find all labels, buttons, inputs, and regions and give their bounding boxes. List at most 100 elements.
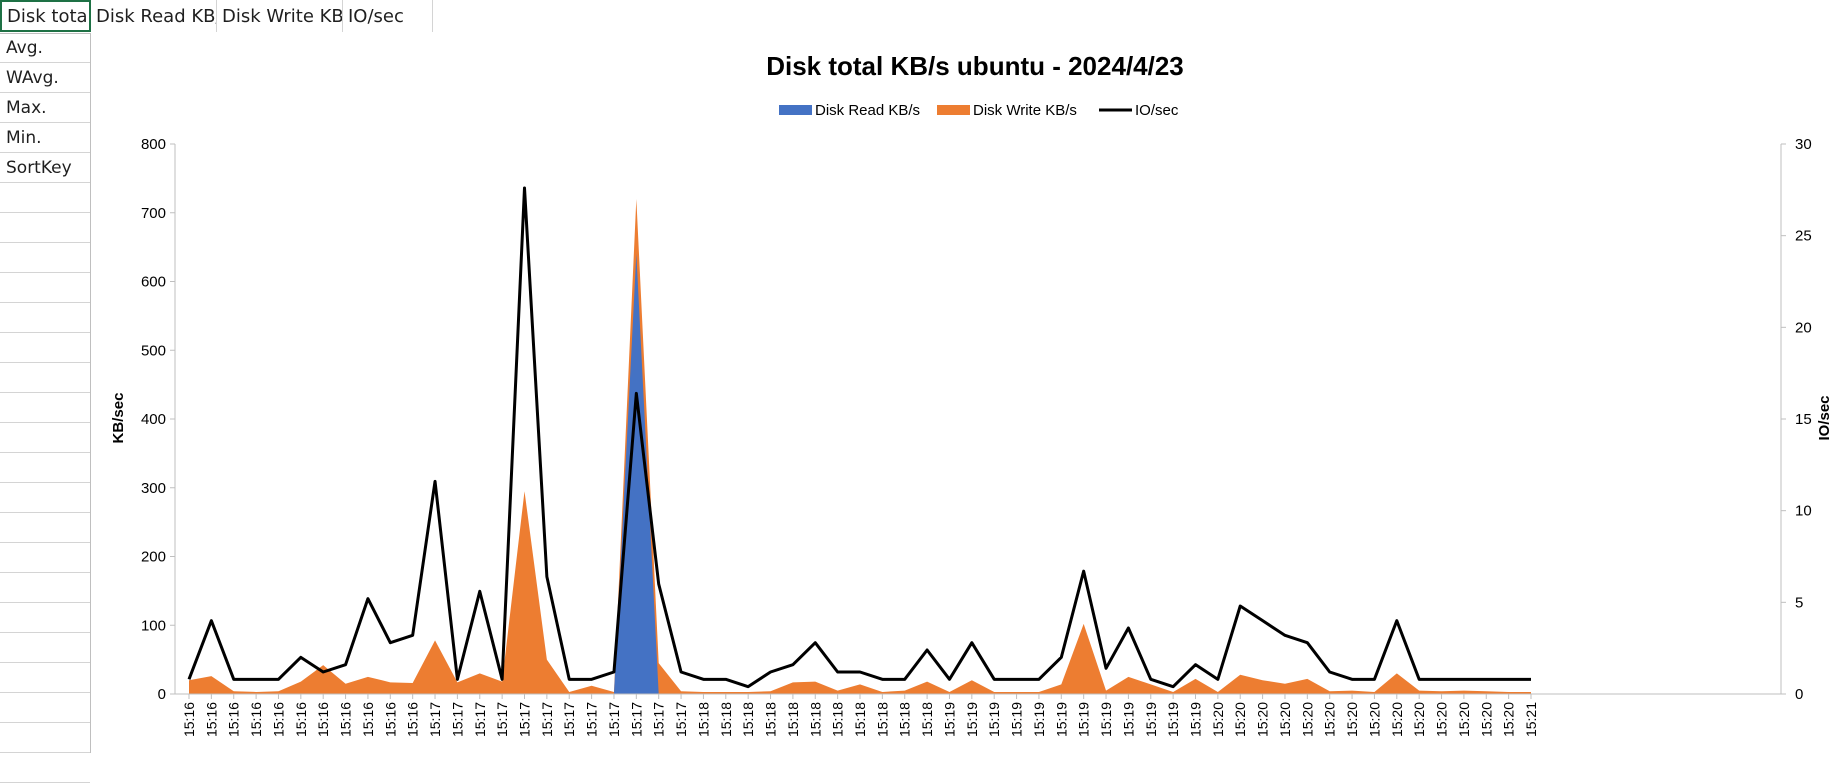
x-tick-label: 15:19: [1143, 702, 1159, 737]
x-tick-label: 15:20: [1232, 702, 1248, 737]
x-tick-label: 15:16: [382, 702, 398, 737]
y2-tick-label: 30: [1795, 136, 1812, 153]
x-tick-label: 15:18: [718, 702, 734, 737]
y2-tick-label: 20: [1795, 319, 1812, 336]
cell-disk-write[interactable]: Disk Write KB/: [217, 0, 343, 32]
row-label-sortkey[interactable]: SortKey: [0, 153, 90, 183]
empty-row-cell[interactable]: [0, 543, 90, 573]
x-tick-label: 15:18: [785, 702, 801, 737]
empty-row-cell[interactable]: [0, 363, 90, 393]
x-tick-label: 15:16: [405, 702, 421, 737]
y-tick-label: 800: [141, 136, 166, 153]
x-tick-label: 15:17: [651, 702, 667, 737]
x-tick-label: 15:20: [1299, 702, 1315, 737]
x-tick-label: 15:16: [293, 702, 309, 737]
y-axis-label: KB/sec: [110, 393, 127, 444]
y2-tick-label: 10: [1795, 503, 1812, 520]
x-tick-label: 15:19: [1076, 702, 1092, 737]
legend-label-read: Disk Read KB/s: [815, 102, 920, 119]
x-tick-label: 15:18: [852, 702, 868, 737]
cell-disk-total[interactable]: Disk total: [0, 0, 91, 32]
empty-row-cell[interactable]: [0, 723, 90, 753]
empty-row-cell[interactable]: [0, 333, 90, 363]
cell-io-sec[interactable]: IO/sec: [343, 0, 433, 32]
y2-tick-label: 5: [1795, 594, 1803, 611]
empty-row-cell[interactable]: [0, 663, 90, 693]
x-tick-label: 15:20: [1456, 702, 1472, 737]
empty-row-cell[interactable]: [0, 753, 90, 783]
x-tick-label: 15:19: [1009, 702, 1025, 737]
chart-title: Disk total KB/s ubuntu - 2024/4/23: [766, 51, 1184, 81]
x-tick-label: 15:19: [1031, 702, 1047, 737]
x-tick-label: 15:16: [181, 702, 197, 737]
x-tick-label: 15:20: [1322, 702, 1338, 737]
y-tick-label: 0: [158, 686, 166, 703]
x-tick-label: 15:19: [1053, 702, 1069, 737]
x-tick-label: 15:20: [1434, 702, 1450, 737]
chart-legend: Disk Read KB/s Disk Write KB/s IO/sec: [779, 102, 1179, 119]
legend-label-io: IO/sec: [1135, 102, 1179, 119]
x-tick-label: 15:17: [449, 702, 465, 737]
empty-row-cell[interactable]: [0, 513, 90, 543]
x-tick-label: 15:17: [427, 702, 443, 737]
x-tick-label: 15:16: [203, 702, 219, 737]
x-tick-label: 15:21: [1523, 702, 1539, 737]
empty-row-cell[interactable]: [0, 693, 90, 723]
empty-row-cell[interactable]: [0, 483, 90, 513]
x-tick-label: 15:16: [338, 702, 354, 737]
disk-total-chart: Disk total KB/s ubuntu - 2024/4/23 Disk …: [110, 51, 1833, 737]
empty-row-cell[interactable]: [0, 213, 90, 243]
legend-label-write: Disk Write KB/s: [973, 102, 1077, 119]
y2-tick-label: 15: [1795, 411, 1812, 428]
chart-area[interactable]: Disk total KB/s ubuntu - 2024/4/23 Disk …: [90, 33, 1848, 753]
x-tick-label: 15:18: [897, 702, 913, 737]
x-tick-label: 15:20: [1411, 702, 1427, 737]
x-tick-label: 15:18: [830, 702, 846, 737]
empty-row-cell[interactable]: [0, 393, 90, 423]
x-tick-label: 15:20: [1255, 702, 1271, 737]
x-tick-label: 15:16: [360, 702, 376, 737]
empty-row-cell[interactable]: [0, 183, 90, 213]
row-label-min[interactable]: Min.: [0, 123, 90, 153]
empty-row-cell[interactable]: [0, 453, 90, 483]
legend-swatch-read: [779, 105, 812, 115]
empty-row-cell[interactable]: [0, 273, 90, 303]
empty-row-cell[interactable]: [0, 603, 90, 633]
row-label-wavg[interactable]: WAvg.: [0, 63, 90, 93]
plot-area: 0 100 200 300 400 500 600 700 800 0 5 10 15 20 25 30 15:…: [141, 136, 1812, 737]
x-tick-label: 15:19: [941, 702, 957, 737]
x-tick-label: 15:17: [561, 702, 577, 737]
x-tick-label: 15:19: [1165, 702, 1181, 737]
empty-row-cell[interactable]: [0, 633, 90, 663]
x-tick-label: 15:20: [1478, 702, 1494, 737]
x-tick-label: 15:19: [964, 702, 980, 737]
x-tick-label: 15:16: [248, 702, 264, 737]
empty-row-cell[interactable]: [0, 243, 90, 273]
y-tick-label: 300: [141, 480, 166, 497]
x-tick-label: 15:18: [874, 702, 890, 737]
x-tick-label: 15:17: [494, 702, 510, 737]
x-tick-label: 15:18: [763, 702, 779, 737]
cell-disk-read[interactable]: Disk Read KB/: [91, 0, 217, 32]
series-area-disk-read: [189, 254, 1531, 694]
row-label-max[interactable]: Max.: [0, 93, 90, 123]
y-tick-label: 700: [141, 205, 166, 222]
empty-row-cell[interactable]: [0, 423, 90, 453]
x-tick-label: 15:20: [1501, 702, 1517, 737]
x-tick-label: 15:19: [1098, 702, 1114, 737]
x-tick-label: 15:17: [539, 702, 555, 737]
x-tick-label: 15:17: [628, 702, 644, 737]
x-tick-label: 15:16: [270, 702, 286, 737]
empty-row-cell[interactable]: [0, 303, 90, 333]
y-tick-label: 500: [141, 342, 166, 359]
y-tick-label: 400: [141, 411, 166, 428]
x-tick-label: 15:17: [517, 702, 533, 737]
x-tick-label: 15:20: [1210, 702, 1226, 737]
y-tick-label: 100: [141, 617, 166, 634]
x-tick-label: 15:16: [226, 702, 242, 737]
empty-row-cell[interactable]: [0, 573, 90, 603]
row-label-avg[interactable]: Avg.: [0, 33, 90, 63]
header-row: Disk total Disk Read KB/ Disk Write KB/ …: [0, 0, 1848, 34]
x-tick-label: 15:18: [695, 702, 711, 737]
